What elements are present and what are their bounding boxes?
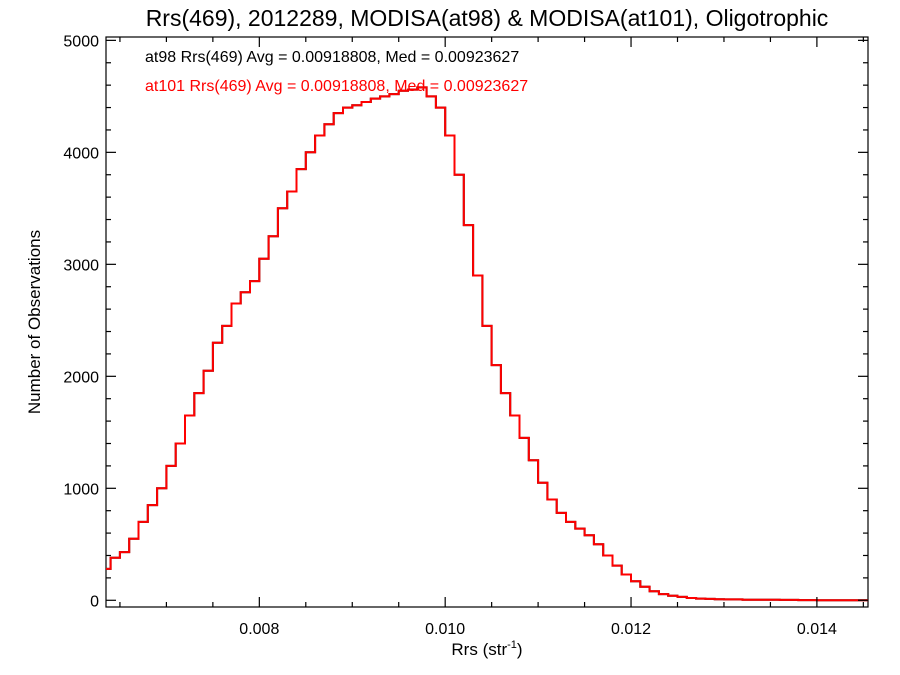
y-tick-label: 2000	[63, 369, 99, 386]
tick-layer: 0.008 0.010 0.012 0.014 0 1000 2000 3000 4000 500…	[63, 33, 868, 638]
legend-at98: at98 Rrs(469) Avg = 0.00918808, Med = 0.…	[145, 49, 519, 66]
legend-at101: at101 Rrs(469) Avg = 0.00918808, Med = 0…	[145, 78, 528, 95]
y-tick-label: 4000	[63, 145, 99, 162]
y-axis-label: Number of Observations	[25, 230, 44, 414]
series-layer	[106, 86, 868, 602]
x-axis-label: Rrs (str-1)	[451, 639, 522, 659]
series-line-at101	[106, 86, 868, 602]
x-axis-label-tail: )	[517, 640, 523, 659]
x-tick-label: 0.008	[239, 621, 279, 638]
series-line-at98	[106, 86, 868, 602]
chart-title: Rrs(469), 2012289, MODISA(at98) & MODISA…	[146, 5, 829, 31]
x-axis-label-superscript: -1	[507, 639, 517, 651]
y-tick-label: 5000	[63, 33, 99, 50]
x-tick-label: 0.014	[797, 621, 837, 638]
y-tick-label: 0	[90, 593, 99, 610]
x-axis-label-base: Rrs (str	[451, 640, 507, 659]
x-tick-label: 0.012	[611, 621, 651, 638]
y-tick-label: 3000	[63, 257, 99, 274]
x-tick-label: 0.010	[425, 621, 465, 638]
plot-frame	[105, 36, 869, 608]
y-tick-label: 1000	[63, 481, 99, 498]
